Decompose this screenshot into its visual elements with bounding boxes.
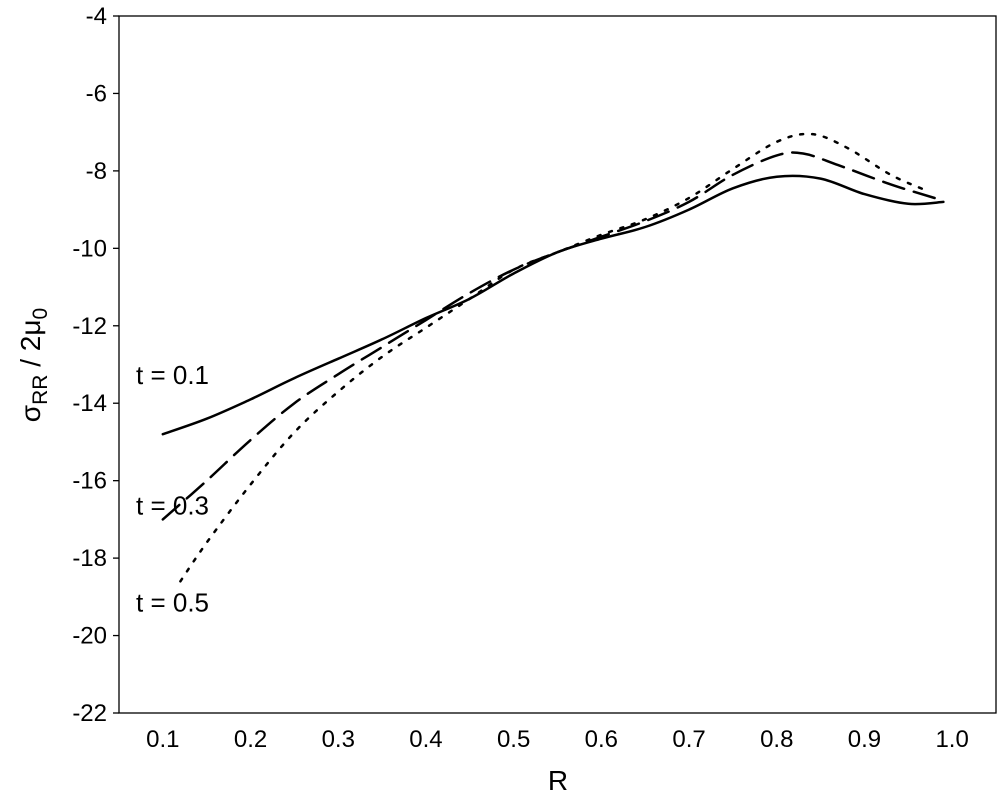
series-line-2 bbox=[161, 151, 936, 521]
series-labels: t = 0.1 t = 0.3 t = 0.5 bbox=[136, 360, 209, 617]
x-tick-label: 0.5 bbox=[497, 726, 530, 753]
y-tick-label: -4 bbox=[86, 3, 107, 30]
y-tick-label: -22 bbox=[72, 700, 107, 727]
plot-frame bbox=[118, 15, 997, 714]
x-tick-label: 0.4 bbox=[409, 726, 442, 753]
y-tick-label: -8 bbox=[86, 158, 107, 185]
y-tick-label: -14 bbox=[72, 390, 107, 417]
x-axis-ticks: 0.1 0.2 0.3 0.4 0.5 0.6 0.7 0.8 0.9 1.0 bbox=[146, 726, 969, 753]
y-tick-label: -18 bbox=[72, 545, 107, 572]
x-tick-label: 0.3 bbox=[322, 726, 355, 753]
y-axis-title: σRR / 2μ0 bbox=[15, 308, 52, 422]
series-lines bbox=[161, 132, 945, 583]
x-tick-label: 1.0 bbox=[935, 726, 968, 753]
x-tick-label: 0.6 bbox=[585, 726, 618, 753]
series-line-1 bbox=[161, 174, 945, 436]
y-axis-title-sigma-sub: RR bbox=[29, 375, 52, 405]
x-tick-label: 0.1 bbox=[146, 726, 179, 753]
y-axis-title-mu: μ bbox=[15, 320, 46, 336]
series-label-2: t = 0.3 bbox=[136, 490, 209, 520]
x-axis-title: R bbox=[548, 765, 568, 796]
series-line-3 bbox=[179, 132, 928, 583]
x-tick-label: 0.9 bbox=[848, 726, 881, 753]
y-tick-label: -16 bbox=[72, 468, 107, 495]
y-tick-label: -10 bbox=[72, 235, 107, 262]
y-tick-label: -6 bbox=[86, 80, 107, 107]
x-tick-label: 0.7 bbox=[672, 726, 705, 753]
y-tick-label: -20 bbox=[72, 623, 107, 650]
y-axis-title-mu-sub: 0 bbox=[29, 308, 52, 320]
y-tick-label: -12 bbox=[72, 313, 107, 340]
series-label-3: t = 0.5 bbox=[136, 587, 209, 617]
y-axis-title-mid: / 2 bbox=[15, 336, 46, 375]
x-tick-label: 0.2 bbox=[234, 726, 267, 753]
y-axis-title-sigma: σ bbox=[15, 405, 46, 422]
y-axis-ticks: -4 -6 -8 -10 -12 -14 -16 -18 -20 -22 bbox=[72, 3, 119, 727]
series-label-1: t = 0.1 bbox=[136, 360, 209, 390]
x-tick-label: 0.8 bbox=[760, 726, 793, 753]
